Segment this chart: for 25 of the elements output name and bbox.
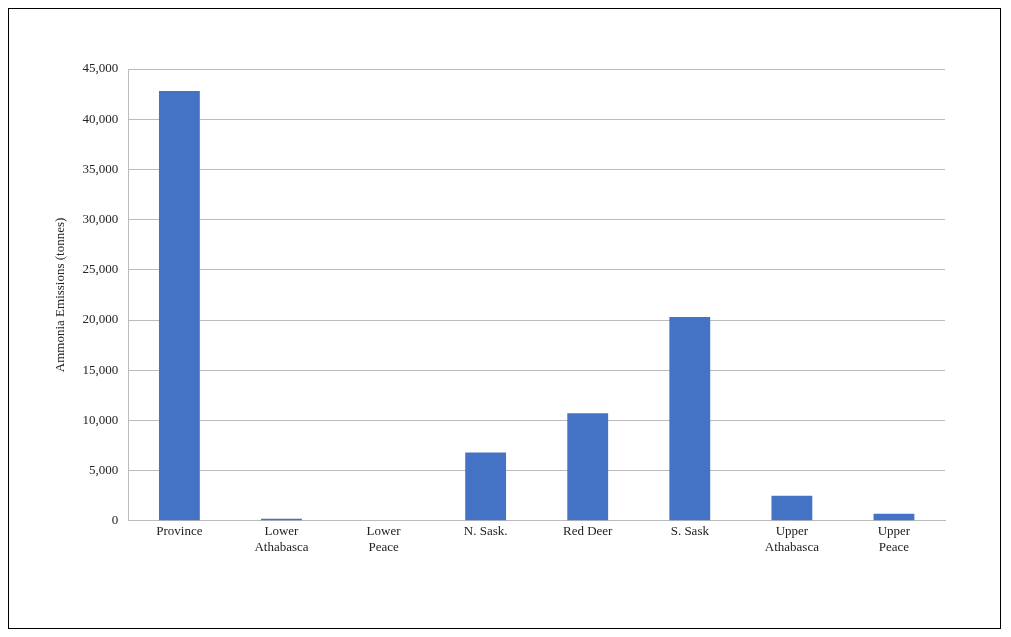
x-tick-label: Upper Athabasca bbox=[764, 523, 820, 554]
y-tick-label: 40,000 bbox=[82, 110, 119, 126]
y-tick-label: 45,000 bbox=[82, 60, 119, 76]
y-axis-title: Ammonia Emissions (tonnes) bbox=[52, 217, 68, 373]
y-tick-label: 10,000 bbox=[82, 411, 119, 427]
y-tick-label: 25,000 bbox=[82, 261, 119, 277]
bar bbox=[158, 91, 200, 521]
y-tick-label: 0 bbox=[111, 512, 119, 528]
bar bbox=[873, 513, 915, 521]
x-tick-label: Lower Athabasca bbox=[254, 523, 309, 554]
bar bbox=[669, 316, 711, 521]
bar bbox=[567, 413, 609, 521]
y-tick-label: 30,000 bbox=[82, 211, 119, 227]
x-tick-label: N. Sask. bbox=[463, 523, 508, 539]
bar bbox=[771, 495, 813, 521]
x-tick-label: S. Sask bbox=[670, 523, 710, 539]
y-tick-label: 5,000 bbox=[89, 462, 119, 478]
y-tick-label: 35,000 bbox=[82, 160, 119, 176]
y-tick-label: 15,000 bbox=[82, 361, 119, 377]
bar bbox=[465, 452, 507, 521]
y-tick-label: 20,000 bbox=[82, 311, 119, 327]
x-tick-label: Red Deer bbox=[562, 523, 614, 539]
x-tick-label: Province bbox=[156, 523, 203, 539]
x-tick-label: Upper Peace bbox=[877, 523, 911, 554]
x-tick-label: Lower Peace bbox=[366, 523, 402, 554]
